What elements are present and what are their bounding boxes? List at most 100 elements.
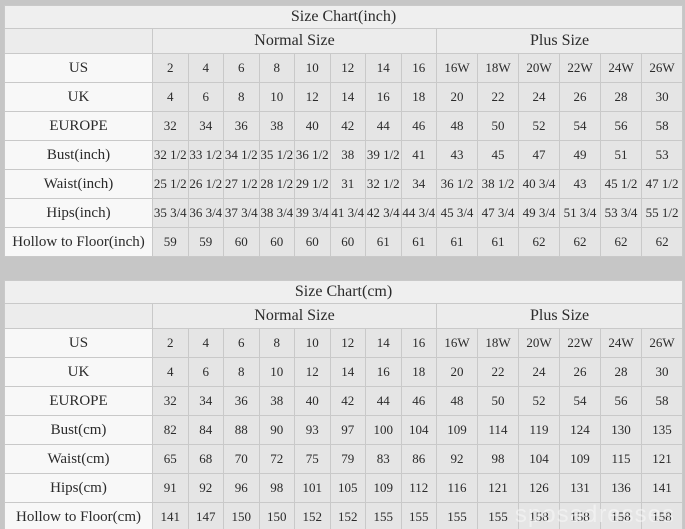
size-value-cell: 121 — [477, 473, 519, 503]
size-value-cell: 16 — [365, 357, 402, 387]
size-value-cell: 53 3/4 — [600, 198, 642, 228]
size-value-cell: 92 — [436, 444, 478, 474]
size-value-cell: 30 — [640, 357, 684, 387]
row-label: UK — [4, 82, 153, 112]
size-value-cell: 47 1/2 — [640, 169, 684, 199]
size-value-cell: 26 1/2 — [187, 169, 224, 199]
size-value-cell: 54 — [559, 111, 601, 141]
size-value-cell: 60 — [294, 227, 331, 257]
size-value-cell: 60 — [258, 227, 295, 257]
row-label: Bust(cm) — [4, 415, 153, 445]
size-value-cell: 32 — [152, 111, 189, 141]
size-value-cell: 65 — [152, 444, 189, 474]
table-row: Hips(cm) 91 92 96 98 101 105 109 112 116 121 126 131… — [4, 473, 684, 503]
size-value-cell: 158 — [600, 502, 642, 529]
size-value-cell: 40 — [294, 111, 331, 141]
size-value-cell: 45 — [477, 140, 519, 170]
table-row: Waist(inch) 25 1/2 26 1/2 27 1/2 28 1/2 29 1/… — [4, 169, 684, 199]
size-value-cell: 4 — [187, 328, 224, 358]
size-value-cell: 44 — [365, 111, 402, 141]
size-value-cell: 36 1/2 — [294, 140, 331, 170]
size-value-cell: 135 — [640, 415, 684, 445]
size-value-cell: 6 — [223, 328, 260, 358]
size-value-cell: 101 — [294, 473, 331, 503]
group-header-normal-size: Normal Size — [152, 303, 437, 329]
size-value-cell: 75 — [294, 444, 331, 474]
size-value-cell: 26 — [559, 82, 601, 112]
size-value-cell: 12 — [329, 328, 366, 358]
table-row: Bust(inch) 32 1/2 33 1/2 34 1/2 35 1/2 36 1/2… — [4, 140, 684, 170]
table-row: EUROPE 32 34 36 38 40 42 44 46 48 50 52 54 56 58 — [4, 111, 684, 141]
size-value-cell: 56 — [600, 386, 642, 416]
row-label: EUROPE — [4, 111, 153, 141]
size-value-cell: 24W — [600, 328, 642, 358]
size-value-cell: 8 — [258, 328, 295, 358]
size-value-cell: 16 — [400, 53, 437, 83]
size-value-cell: 16W — [436, 328, 478, 358]
size-value-cell: 18W — [477, 53, 519, 83]
row-label: US — [4, 328, 153, 358]
size-value-cell: 88 — [223, 415, 260, 445]
size-value-cell: 6 — [187, 82, 224, 112]
size-value-cell: 42 — [329, 386, 366, 416]
row-label: UK — [4, 357, 153, 387]
size-value-cell: 36 1/2 — [436, 169, 478, 199]
size-value-cell: 41 — [400, 140, 437, 170]
size-value-cell: 20 — [436, 82, 478, 112]
size-value-cell: 30 — [640, 82, 684, 112]
row-label: Waist(cm) — [4, 444, 153, 474]
size-value-cell: 112 — [400, 473, 437, 503]
size-value-cell: 16W — [436, 53, 478, 83]
size-value-cell: 2 — [152, 328, 189, 358]
size-value-cell: 96 — [223, 473, 260, 503]
size-value-cell: 121 — [640, 444, 684, 474]
size-value-cell: 36 3/4 — [187, 198, 224, 228]
size-value-cell: 61 — [436, 227, 478, 257]
size-value-cell: 38 1/2 — [477, 169, 519, 199]
table-row: Hollow to Floor(cm) 141 147 150 150 152 152 155… — [4, 502, 684, 529]
size-value-cell: 22 — [477, 82, 519, 112]
size-value-cell: 22W — [559, 328, 601, 358]
size-value-cell: 130 — [600, 415, 642, 445]
size-value-cell: 41 3/4 — [329, 198, 366, 228]
size-value-cell: 44 — [365, 386, 402, 416]
size-chart-cm-table: Size Chart(cm) Normal Size Plus Size US 2 4 6 8… — [3, 280, 684, 529]
size-value-cell: 40 3/4 — [518, 169, 560, 199]
size-value-cell: 38 3/4 — [258, 198, 295, 228]
row-label: EUROPE — [4, 386, 153, 416]
size-value-cell: 45 3/4 — [436, 198, 478, 228]
size-value-cell: 58 — [640, 386, 684, 416]
row-label: Hips(inch) — [4, 198, 153, 228]
size-value-cell: 10 — [258, 82, 295, 112]
table-title: Size Chart(cm) — [3, 280, 684, 304]
size-value-cell: 114 — [477, 415, 519, 445]
size-value-cell: 37 3/4 — [223, 198, 260, 228]
size-value-cell: 14 — [365, 53, 402, 83]
size-value-cell: 84 — [187, 415, 224, 445]
size-value-cell: 49 3/4 — [518, 198, 560, 228]
size-chart-inch-section: Size Chart(inch) Normal Size Plus Size US 2 4… — [3, 5, 684, 257]
table-row: US 2 4 6 8 10 12 14 16 16W 18W 20W 22W 24W 26W — [4, 328, 684, 358]
size-value-cell: 8 — [258, 53, 295, 83]
group-header-plus-size: Plus Size — [435, 303, 684, 329]
size-value-cell: 86 — [400, 444, 437, 474]
size-value-cell: 16 — [365, 82, 402, 112]
size-value-cell: 43 — [436, 140, 478, 170]
size-value-cell: 100 — [365, 415, 402, 445]
row-label: Waist(inch) — [4, 169, 153, 199]
size-value-cell: 90 — [258, 415, 295, 445]
size-value-cell: 105 — [329, 473, 366, 503]
size-value-cell: 34 — [187, 111, 224, 141]
size-value-cell: 147 — [187, 502, 224, 529]
size-value-cell: 61 — [477, 227, 519, 257]
group-header-normal-size: Normal Size — [152, 28, 437, 54]
size-value-cell: 22W — [559, 53, 601, 83]
size-value-cell: 35 3/4 — [152, 198, 189, 228]
size-value-cell: 12 — [329, 53, 366, 83]
size-value-cell: 54 — [559, 386, 601, 416]
size-value-cell: 38 — [329, 140, 366, 170]
size-value-cell: 47 — [518, 140, 560, 170]
size-value-cell: 155 — [436, 502, 478, 529]
size-value-cell: 70 — [223, 444, 260, 474]
size-value-cell: 38 — [258, 386, 295, 416]
